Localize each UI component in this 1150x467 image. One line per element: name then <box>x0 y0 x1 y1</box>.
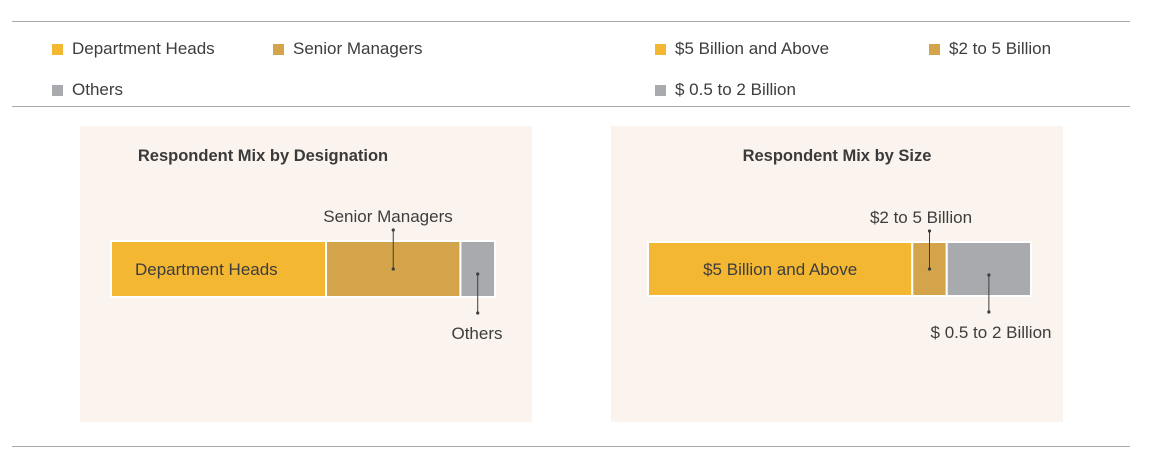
bar-segment-5-billion-and-above <box>647 241 914 297</box>
legend-item-2-to-5-billion: $2 to 5 Billion <box>929 39 1051 59</box>
legend-label: $5 Billion and Above <box>675 39 830 58</box>
legend-item-senior-managers: Senior Managers <box>273 39 422 59</box>
designation-chart: Respondent Mix by Designation Department … <box>110 147 503 343</box>
size-chart-panel: Respondent Mix by Size $5 Billion and Abo… <box>611 126 1063 422</box>
legend-label: $2 to 5 Billion <box>949 39 1052 58</box>
designation-chart-panel: Respondent Mix by Designation Department … <box>80 126 532 422</box>
bottom-rule <box>12 446 1130 447</box>
callout-dot <box>391 228 395 232</box>
callout-dot <box>476 272 480 276</box>
callout-dot <box>987 310 991 314</box>
callout-dot <box>391 267 395 271</box>
chart-title: Respondent Mix by Designation <box>138 147 388 165</box>
chart-title: Respondent Mix by Size <box>743 147 932 165</box>
callout-label: $ 0.5 to 2 Billion <box>931 323 1052 342</box>
bar-segment-department-heads <box>110 240 328 298</box>
size-chart: Respondent Mix by Size $5 Billion and Abo… <box>647 147 1052 342</box>
callout-label: $2 to 5 Billion <box>870 208 972 227</box>
legend-item-0-5-to-2-billion: $ 0.5 to 2 Billion <box>655 80 796 100</box>
legend-swatch <box>929 43 940 55</box>
callout-dot <box>927 267 932 271</box>
segment-label: Department Heads <box>135 260 278 279</box>
callout-label: Senior Managers <box>323 207 452 226</box>
middle-rule <box>12 106 1130 107</box>
callout-dot <box>927 229 932 233</box>
legend-label: $ 0.5 to 2 Billion <box>675 80 796 99</box>
legend-item-department-heads: Department Heads <box>52 39 215 59</box>
segment-label: $5 Billion and Above <box>703 260 857 279</box>
callout-label: Others <box>451 324 502 343</box>
legend-swatch <box>655 84 666 96</box>
legend-item-5-billion-and-above: $5 Billion and Above <box>655 39 829 59</box>
legend-swatch <box>655 43 666 55</box>
legend-item-others: Others <box>52 80 123 100</box>
legend-label: Others <box>72 80 124 99</box>
callout-dot <box>476 311 480 315</box>
callout-dot <box>987 273 991 277</box>
legend-label: Senior Managers <box>293 39 423 58</box>
legend-swatch <box>52 84 63 96</box>
legend-label: Department Heads <box>72 39 215 58</box>
top-rule <box>12 21 1130 22</box>
legend-swatch <box>52 43 63 55</box>
legend-swatch <box>273 43 284 55</box>
